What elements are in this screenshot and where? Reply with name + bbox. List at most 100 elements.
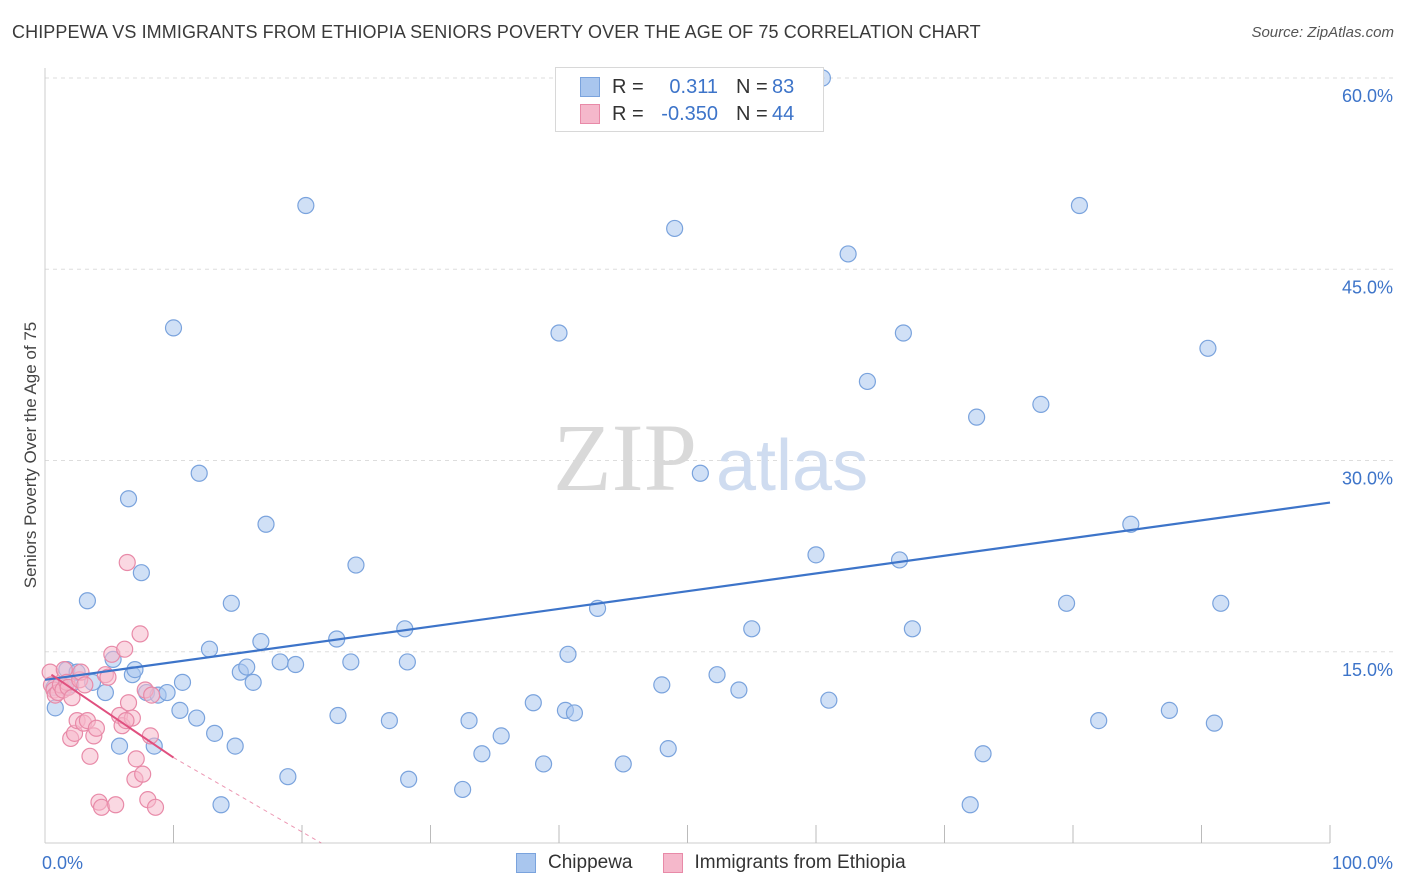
ethiopia-point [127,750,145,768]
chippewa-point [968,408,986,426]
legend-row-chippewa: R = 0.311 N = 83 [580,75,794,99]
x-tick-label: 100.0% [1332,853,1393,873]
chippewa-point [1212,594,1230,612]
ethiopia-point [107,796,125,814]
ethiopia-point [92,798,111,816]
x-tick-label: 0.0% [42,853,83,873]
chippewa-point [524,694,542,712]
chippewa-point [1199,339,1217,357]
ethiopia-point [146,798,165,816]
chippewa-point [400,770,418,788]
chippewa-point [492,727,510,745]
chippewa-point [614,755,632,773]
chippewa-point [807,546,825,564]
chippewa-point [271,653,289,671]
chippewa-point [550,324,568,342]
chippewa-point [279,768,297,786]
chippewa-point [708,666,726,684]
y-tick-label: 60.0% [1342,86,1393,106]
source-note: Source: ZipAtlas.com [1251,24,1394,41]
ethiopia-point [134,765,152,783]
chippewa-point [188,709,206,727]
ethiopia-trend-line [50,673,175,759]
chippewa-point [1160,701,1178,720]
chippewa-point [974,745,992,763]
chippewa-point [78,592,97,610]
chippewa-point [460,711,478,730]
trend-lines [44,501,1331,844]
ethiopia-trend-extension [173,757,322,844]
chippewa-point [820,691,838,709]
watermark-atlas: atlas [716,426,868,506]
chippewa-point [342,653,360,671]
chippewa-point [238,658,256,676]
chippewa-point [329,706,347,725]
chippewa-point [96,683,114,702]
legend-n-label: N = [736,102,768,125]
chippewa-point [132,564,150,582]
legend-row-ethiopia: R = -0.350 N = 44 [580,102,794,126]
legend-r-value: 0.311 [669,75,718,98]
chippewa-point [565,704,584,722]
chippewa-point [173,673,192,691]
ethiopia-point [87,719,106,737]
chippewa-point [1205,714,1223,732]
chippewa-point [119,490,138,508]
ethiopia-point [119,694,138,712]
chippewa-point [890,551,909,569]
legend-r-value: -0.350 [661,102,718,125]
series-legend: Chippewa Immigrants from Ethiopia [516,852,936,874]
chippewa-point [252,632,270,651]
chippewa-point [226,737,244,755]
chippewa-point [1032,395,1050,413]
legend-n-value: 83 [772,75,795,98]
chart-title: CHIPPEWA VS IMMIGRANTS FROM ETHIOPIA SEN… [12,22,981,42]
chippewa-point [1122,515,1140,533]
chippewa-point [212,796,230,814]
chippewa-point [858,372,877,391]
chippewa-point [347,556,365,574]
legend-label-ethiopia: Immigrants from Ethiopia [694,852,906,873]
y-tick-label: 45.0% [1342,277,1393,297]
legend-swatch-ethiopia [662,853,683,873]
chippewa-point [839,245,857,263]
legend-swatch-ethiopia [580,104,600,124]
chippewa-point [171,701,189,720]
y-axis-label: Seniors Poverty Over the Age of 75 [21,322,40,588]
y-tick-label: 15.0% [1342,660,1393,680]
chippewa-point [398,653,416,671]
legend-swatch-chippewa [516,853,536,873]
chippewa-point [164,319,183,337]
chippewa-point [666,219,684,238]
chippewa-point [297,196,315,215]
watermark: ZIP atlas [553,404,868,511]
grid-lines [45,77,1395,653]
chippewa-point [1070,196,1089,215]
chippewa-point [691,464,709,482]
legend-n-value: 44 [772,102,795,125]
chippewa-point [559,645,577,663]
chippewa-point [286,655,305,674]
legend-r-label: R = [612,102,644,125]
chippewa-point [190,464,208,482]
ethiopia-point [143,686,161,704]
chippewa-point [1057,594,1076,612]
chippewa-point [473,745,491,763]
tick-labels: 15.0% 30.0% 45.0% 60.0% 0.0% 100.0% [42,86,1393,873]
ethiopia-point [131,625,149,643]
data-points [41,69,1230,816]
ethiopia-point [116,640,134,658]
chippewa-point [730,681,748,699]
y-tick-label: 30.0% [1342,469,1393,489]
chippewa-point [222,594,240,612]
chippewa-point [380,711,398,730]
chippewa-point [903,620,921,638]
legend-swatch-chippewa [580,77,600,97]
chippewa-point [158,683,176,702]
chippewa-point [200,640,219,658]
legend-item-ethiopia: Immigrants from Ethiopia [662,852,906,874]
ethiopia-point [99,668,117,686]
chippewa-point [257,515,275,533]
watermark-zip: ZIP [553,404,697,511]
